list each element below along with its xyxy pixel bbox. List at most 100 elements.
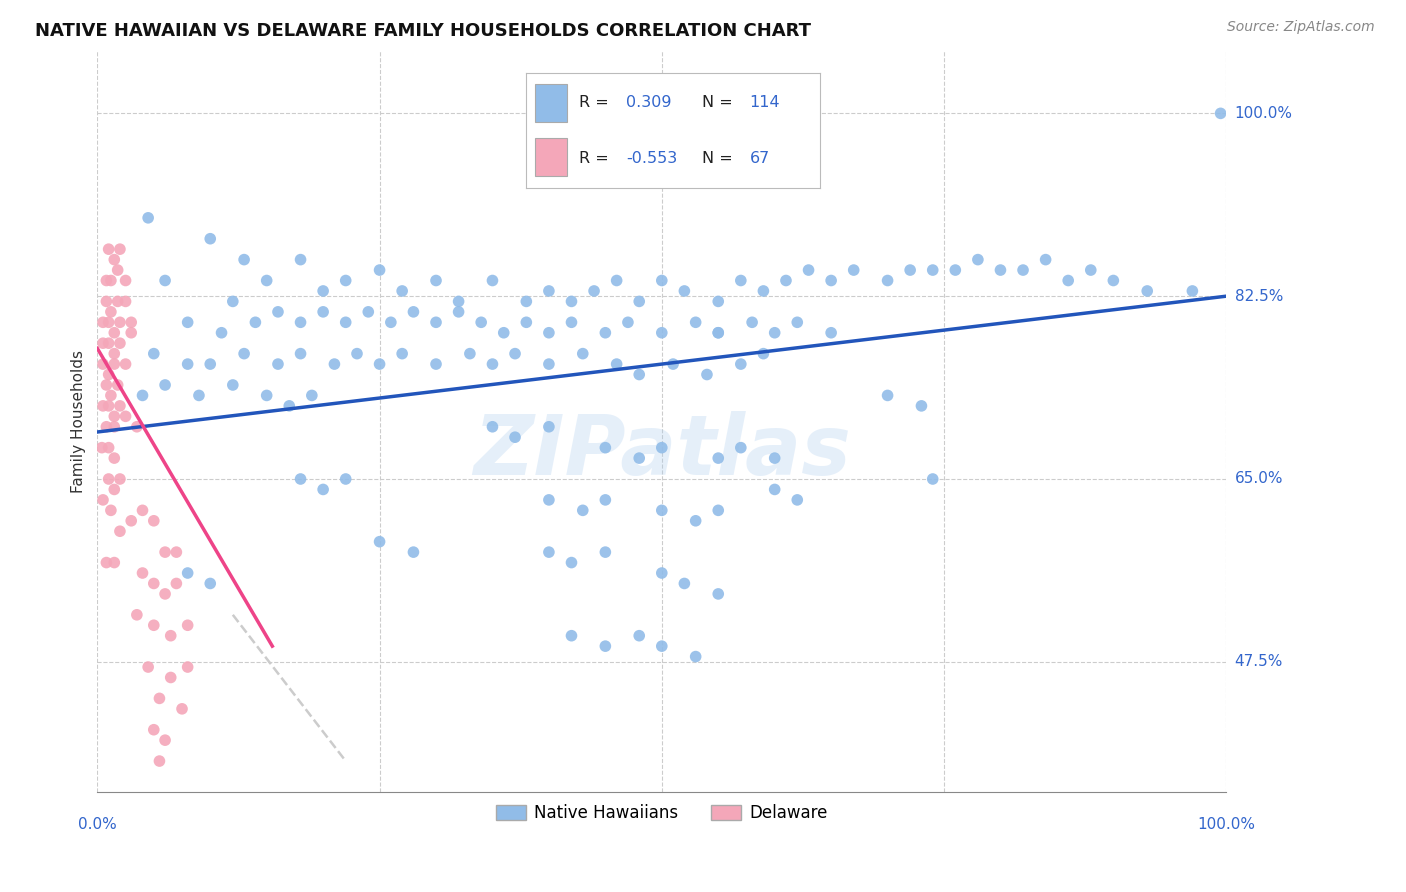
Point — [136, 660, 159, 674]
Point — [165, 576, 187, 591]
Point — [312, 284, 335, 298]
Point — [707, 326, 730, 340]
Point — [560, 315, 582, 329]
Point — [797, 263, 820, 277]
Point — [301, 388, 323, 402]
Point — [537, 492, 560, 507]
Point — [820, 326, 842, 340]
Point — [97, 336, 120, 351]
Point — [560, 294, 582, 309]
Point — [97, 472, 120, 486]
Point — [492, 326, 515, 340]
Point — [368, 263, 391, 277]
Point — [921, 263, 943, 277]
Point — [103, 419, 125, 434]
Point — [323, 357, 346, 371]
Point — [402, 545, 425, 559]
Point — [97, 399, 120, 413]
Point — [136, 211, 159, 225]
Point — [606, 273, 628, 287]
Point — [256, 388, 278, 402]
Point — [560, 629, 582, 643]
Point — [96, 556, 118, 570]
Point — [786, 492, 808, 507]
Point — [335, 273, 357, 287]
Point — [142, 346, 165, 360]
Point — [628, 294, 651, 309]
Point — [990, 263, 1012, 277]
Point — [290, 315, 312, 329]
Point — [211, 326, 233, 340]
Point — [125, 419, 148, 434]
Point — [91, 336, 114, 351]
Point — [290, 346, 312, 360]
Point — [391, 346, 413, 360]
Point — [876, 388, 898, 402]
Point — [114, 409, 136, 424]
Point — [425, 273, 447, 287]
Point — [148, 754, 170, 768]
Point — [267, 357, 290, 371]
Point — [222, 378, 245, 392]
Point — [368, 534, 391, 549]
Point — [1035, 252, 1057, 267]
Point — [583, 284, 606, 298]
Point — [142, 723, 165, 737]
Point — [1209, 106, 1232, 120]
Point — [515, 294, 537, 309]
Point — [103, 326, 125, 340]
Point — [97, 315, 120, 329]
Point — [786, 315, 808, 329]
Point — [876, 273, 898, 287]
Point — [103, 483, 125, 497]
Point — [176, 357, 198, 371]
Point — [142, 618, 165, 632]
Point — [730, 273, 752, 287]
Point — [763, 451, 786, 466]
Point — [537, 419, 560, 434]
Point — [685, 649, 707, 664]
Point — [628, 629, 651, 643]
Text: ZIPatlas: ZIPatlas — [472, 410, 851, 491]
Point — [142, 514, 165, 528]
Point — [188, 388, 211, 402]
Point — [103, 252, 125, 267]
Point — [96, 419, 118, 434]
Point — [100, 305, 122, 319]
Point — [707, 451, 730, 466]
Point — [775, 273, 797, 287]
Point — [108, 472, 131, 486]
Point — [943, 263, 966, 277]
Point — [103, 357, 125, 371]
Y-axis label: Family Households: Family Households — [72, 350, 86, 493]
Point — [447, 294, 470, 309]
Point — [515, 315, 537, 329]
Point — [752, 284, 775, 298]
Point — [222, 294, 245, 309]
Point — [108, 399, 131, 413]
Point — [402, 305, 425, 319]
Point — [100, 273, 122, 287]
Point — [380, 315, 402, 329]
Point — [730, 357, 752, 371]
Point — [335, 472, 357, 486]
Point — [103, 346, 125, 360]
Point — [148, 691, 170, 706]
Point — [628, 368, 651, 382]
Point — [503, 430, 526, 444]
Point — [170, 702, 193, 716]
Point — [97, 368, 120, 382]
Point — [707, 503, 730, 517]
Point — [595, 639, 617, 653]
Point — [91, 492, 114, 507]
Point — [90, 441, 112, 455]
Point — [696, 368, 718, 382]
Point — [537, 357, 560, 371]
Point — [107, 294, 129, 309]
Point — [1080, 263, 1102, 277]
Point — [200, 232, 222, 246]
Point — [628, 451, 651, 466]
Point — [425, 357, 447, 371]
Point — [481, 357, 503, 371]
Point — [159, 671, 181, 685]
